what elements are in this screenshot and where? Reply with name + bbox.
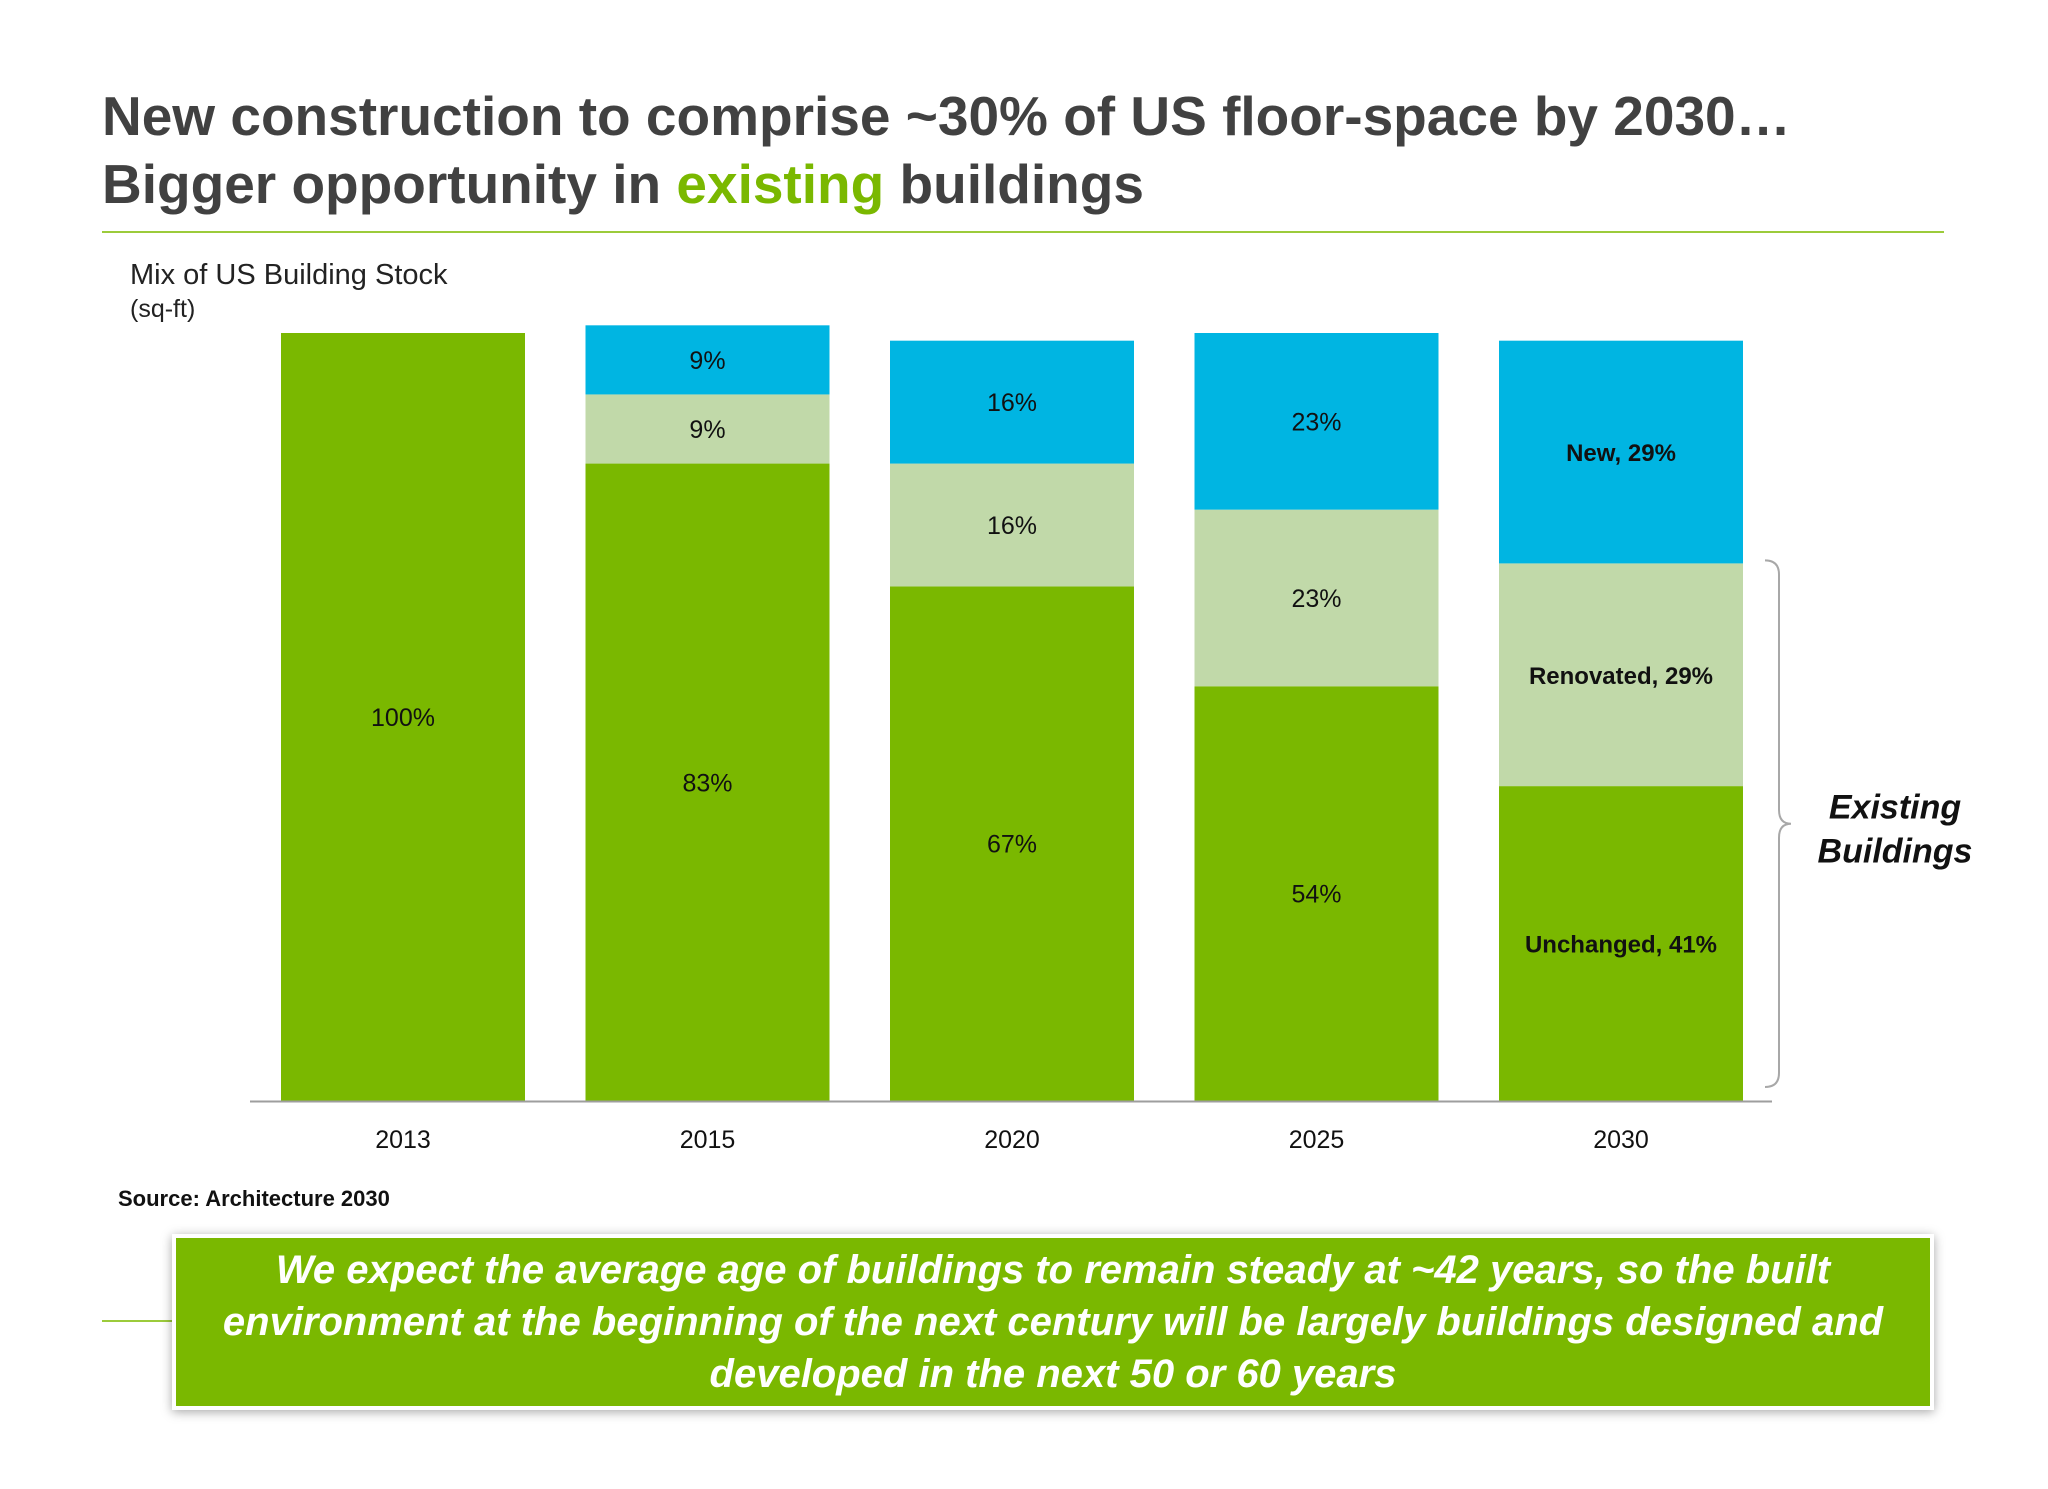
x-tick-label-2030: 2030 [1593, 1126, 1649, 1154]
data-label-unchanged-2015: 83% [682, 769, 732, 797]
data-label-renovated-2025: 23% [1291, 585, 1341, 613]
data-label-renovated-2015: 9% [689, 416, 725, 444]
data-label-new-2025: 23% [1291, 408, 1341, 436]
title-divider [102, 231, 1944, 233]
bar-segment-unchanged-2015 [585, 463, 830, 1101]
annotation-existing: Existing [1829, 789, 1961, 827]
bar-segment-new-2020 [890, 340, 1134, 464]
title-line-2: Bigger opportunity in existing buildings [102, 150, 1791, 218]
bar-segment-new-2025 [1194, 333, 1439, 510]
slide-title: New construction to comprise ~30% of US … [102, 82, 1791, 218]
x-tick-label-2025: 2025 [1289, 1126, 1345, 1154]
title-highlight: existing [676, 153, 885, 215]
callout-box: We expect the average age of buildings t… [176, 1238, 1930, 1406]
title-line-1: New construction to comprise ~30% of US … [102, 85, 1791, 147]
x-tick-label-2013: 2013 [375, 1126, 431, 1154]
title-line-2-post: buildings [884, 153, 1144, 215]
bar-segment-unchanged-2020 [890, 586, 1134, 1101]
bar-segment-renovated-2030 [1499, 563, 1743, 787]
bar-segment-renovated-2020 [890, 463, 1134, 587]
x-tick-label-2020: 2020 [984, 1126, 1040, 1154]
bar-segment-unchanged-2025 [1194, 686, 1439, 1101]
x-tick-label-2015: 2015 [680, 1126, 736, 1154]
stacked-bar-chart: 100% 2013 83% 9% 9% 2015 67% 16% 16% 2020 54% 23% 23… [250, 325, 1973, 1154]
data-label-new-2030: New, 29% [1566, 440, 1676, 467]
data-label-new-2015: 9% [689, 347, 725, 375]
callout-text: We expect the average age of buildings t… [222, 1248, 1884, 1396]
bar-segment-new-2030 [1499, 340, 1743, 564]
data-label-new-2020: 16% [987, 389, 1037, 417]
data-label-unchanged-2025: 54% [1291, 881, 1341, 909]
data-label-unchanged-2030: Unchanged, 41% [1525, 932, 1717, 959]
bar-segment-renovated-2015 [585, 394, 830, 464]
bar-segment-renovated-2025 [1194, 509, 1439, 687]
title-line-2-pre: Bigger opportunity in [102, 153, 677, 215]
bar-segment-unchanged-2030 [1499, 786, 1743, 1101]
annotation-buildings: Buildings [1818, 833, 1973, 871]
chart-title: Mix of US Building Stock [130, 259, 448, 291]
data-label-renovated-2020: 16% [987, 512, 1037, 540]
chart-units: (sq-ft) [130, 295, 196, 323]
source-note: Source: Architecture 2030 [118, 1186, 390, 1211]
existing-buildings-brace [1764, 559, 1792, 1088]
data-label-renovated-2030: Renovated, 29% [1529, 663, 1713, 690]
data-label-unchanged-2013: 100% [371, 704, 435, 732]
bar-segment-unchanged-2013 [281, 333, 525, 1101]
bar-segment-new-2015 [585, 325, 830, 395]
data-label-unchanged-2020: 67% [987, 831, 1037, 859]
footer-divider [102, 1320, 172, 1322]
